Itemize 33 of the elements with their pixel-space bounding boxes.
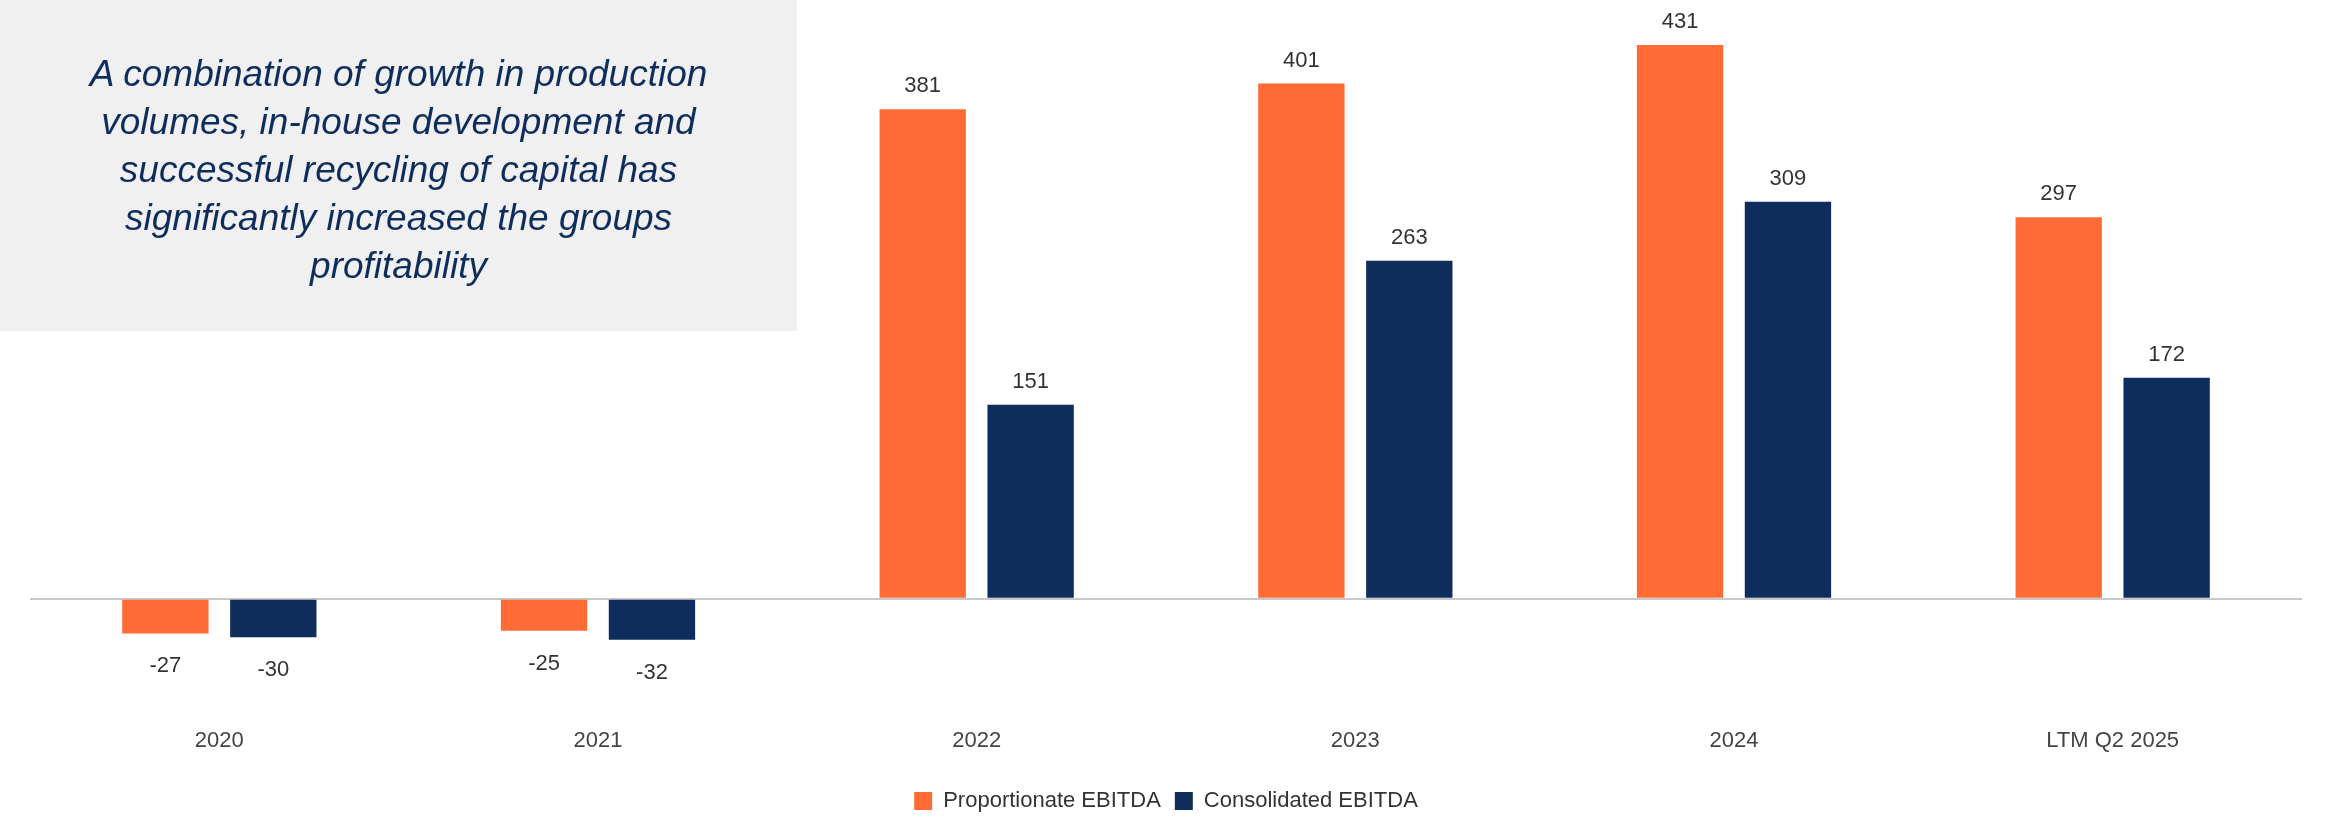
x-tick-label: 2021 xyxy=(573,726,623,752)
legend-label: Proportionate EBITDA xyxy=(943,787,1162,813)
bar xyxy=(1258,83,1345,598)
bar xyxy=(2123,377,2210,598)
bar xyxy=(1366,260,1453,598)
data-label: 431 xyxy=(1661,8,1699,34)
x-tick-label: LTM Q2 2025 xyxy=(2046,726,2180,752)
legend-label: Consolidated EBITDA xyxy=(1203,787,1419,813)
data-label: -30 xyxy=(257,656,290,682)
bar xyxy=(500,599,588,631)
bar xyxy=(122,599,209,634)
bar xyxy=(230,599,317,638)
data-label: 172 xyxy=(2148,340,2185,366)
bar xyxy=(1744,201,1832,598)
bar xyxy=(2015,217,2102,598)
bar xyxy=(987,404,1074,598)
bar xyxy=(608,599,696,640)
data-label: 381 xyxy=(904,72,942,98)
data-label: 297 xyxy=(2040,180,2078,206)
data-label: 151 xyxy=(1012,367,1049,393)
x-tick-label: 2024 xyxy=(1709,726,1759,752)
data-label: 401 xyxy=(1283,46,1320,72)
data-label: -32 xyxy=(636,658,668,684)
x-tick-label: 2022 xyxy=(952,726,1002,752)
x-tick-label: 2023 xyxy=(1330,726,1380,752)
x-tick-label: 2020 xyxy=(194,726,244,752)
data-label: -25 xyxy=(528,649,560,675)
data-label: 263 xyxy=(1390,223,1428,249)
bar xyxy=(879,109,966,598)
annotation: A combination of growth in production volumes, in-house development and successful recycling of capital has significantly increased the groups profitability xyxy=(87,52,709,288)
data-label: -27 xyxy=(149,652,182,678)
bar xyxy=(1636,45,1724,598)
data-label: 309 xyxy=(1769,164,1807,190)
